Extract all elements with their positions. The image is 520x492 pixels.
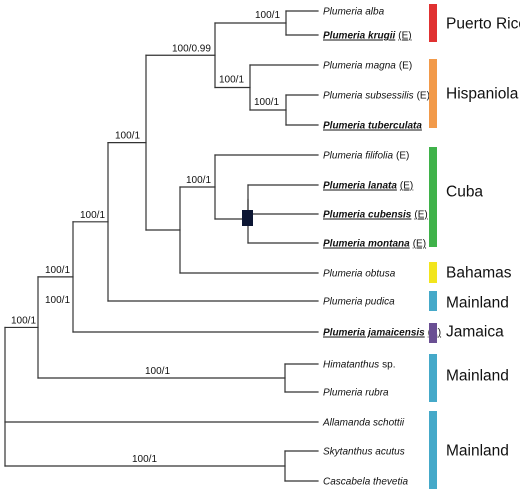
region-label-hispaniola: Hispaniola	[446, 86, 519, 103]
taxon-label-pudica: Plumeria pudica	[323, 297, 395, 308]
taxon-label-rubra: Plumeria rubra	[323, 388, 389, 399]
taxon-label-montana: Plumeria montana (E)	[323, 239, 426, 250]
taxon-tag: (E)	[399, 61, 412, 72]
taxon-name: Plumeria jamaicensis	[323, 328, 425, 339]
taxon-label-himatanthus: Himatanthus sp.	[323, 360, 395, 371]
support-label-islands: 100/1	[115, 131, 140, 142]
taxon-name: Plumeria rubra	[323, 388, 389, 399]
taxon-tag: (E)	[414, 210, 427, 221]
taxon-name: Cascabela thevetia	[323, 477, 408, 488]
taxon-tag: (E)	[400, 181, 413, 192]
support-label-with-pudica: 100/1	[80, 210, 105, 221]
support-label-hispaniola: 100/1	[219, 75, 244, 86]
taxon-label-jamaicensis: Plumeria jamaicensis(E)	[323, 328, 441, 339]
taxon-label-cascabela: Cascabela thevetia	[323, 477, 408, 488]
taxon-name: Plumeria alba	[323, 7, 385, 18]
taxon-label-tuberculata: Plumeria tuberculata	[323, 121, 422, 132]
taxon-tag: (E)	[417, 91, 430, 102]
taxon-name: Plumeria magna	[323, 61, 396, 72]
taxon-tag: (E)	[413, 239, 426, 250]
region-bar-jamaica	[429, 323, 437, 343]
taxon-label-krugii: Plumeria krugii (E)	[323, 31, 412, 42]
taxon-label-skytanthus: Skytanthus acutus	[323, 447, 405, 458]
taxon-label-allamanda: Allamanda schottii	[322, 418, 405, 429]
support-label-him-rubra: 100/1	[145, 366, 170, 377]
taxon-label-lanata: Plumeria lanata (E)	[323, 181, 413, 192]
region-bar-puerto-rico	[429, 4, 437, 42]
region-label-mainland-3: Mainland	[446, 443, 509, 460]
taxon-label-obtusa: Plumeria obtusa	[323, 269, 396, 280]
support-label-plumeria: 100/1	[45, 295, 70, 306]
support-label-cuba: 100/1	[186, 175, 211, 186]
region-label-puerto-rico: Puerto Rico	[446, 16, 520, 33]
region-bar-hispaniola	[429, 59, 437, 128]
region-label-mainland-1: Mainland	[446, 295, 509, 312]
taxon-name: Plumeria tuberculata	[323, 121, 422, 132]
support-label-root: 100/1	[11, 315, 36, 326]
region-bar-mainland-1	[429, 291, 437, 311]
taxon-name: Himatanthus	[323, 360, 379, 371]
taxon-name: Plumeria pudica	[323, 297, 395, 308]
taxon-name: Plumeria krugii	[323, 31, 395, 42]
support-label-with-jamaicensis: 100/1	[45, 265, 70, 276]
taxon-tag: (E)	[396, 151, 409, 162]
region-bar-mainland-2	[429, 354, 437, 402]
taxon-name: Allamanda schottii	[322, 418, 405, 429]
taxon-name: Plumeria montana	[323, 239, 410, 250]
region-label-jamaica: Jamaica	[446, 324, 504, 341]
taxon-name: Plumeria cubensis	[323, 210, 412, 221]
taxon-name: Skytanthus acutus	[323, 447, 405, 458]
region-bar-mainland-3	[429, 411, 437, 489]
region-bar-cuba	[429, 147, 437, 247]
support-label-antilles: 100/0.99	[172, 43, 211, 54]
taxon-label-alba: Plumeria alba	[323, 7, 385, 18]
taxon-label-subsessilis: Plumeria subsessilis (E)	[323, 91, 430, 102]
unresolved-node-marker-icon	[242, 210, 253, 226]
taxon-name: Plumeria obtusa	[323, 269, 396, 280]
region-legend: Puerto Rico Hispaniola Cuba Bahamas Mainland…	[429, 4, 520, 489]
taxon-tag: sp.	[382, 360, 395, 371]
support-label-alba-krugii: 100/1	[255, 10, 280, 21]
region-label-cuba: Cuba	[446, 184, 483, 201]
taxon-name: Plumeria lanata	[323, 181, 397, 192]
region-label-mainland-2: Mainland	[446, 368, 509, 385]
taxon-name: Plumeria subsessilis	[323, 91, 414, 102]
taxon-label-cubensis: Plumeria cubensis (E)	[323, 210, 428, 221]
support-values: 100/1 100/0.99 100/1 100/1 100/1 100/1 100/1 10…	[11, 10, 280, 465]
support-label-outgroup: 100/1	[132, 454, 157, 465]
marker-layer	[242, 210, 253, 226]
taxon-tag: (E)	[398, 31, 411, 42]
taxon-label-filifolia: Plumeria filifolia (E)	[323, 151, 409, 162]
taxon-label-magna: Plumeria magna (E)	[323, 61, 412, 72]
tree-branches	[4, 10, 319, 482]
taxon-name: Plumeria filifolia	[323, 151, 393, 162]
region-bar-bahamas	[429, 262, 437, 283]
region-label-bahamas: Bahamas	[446, 265, 512, 282]
support-label-subs-tub: 100/1	[254, 97, 279, 108]
